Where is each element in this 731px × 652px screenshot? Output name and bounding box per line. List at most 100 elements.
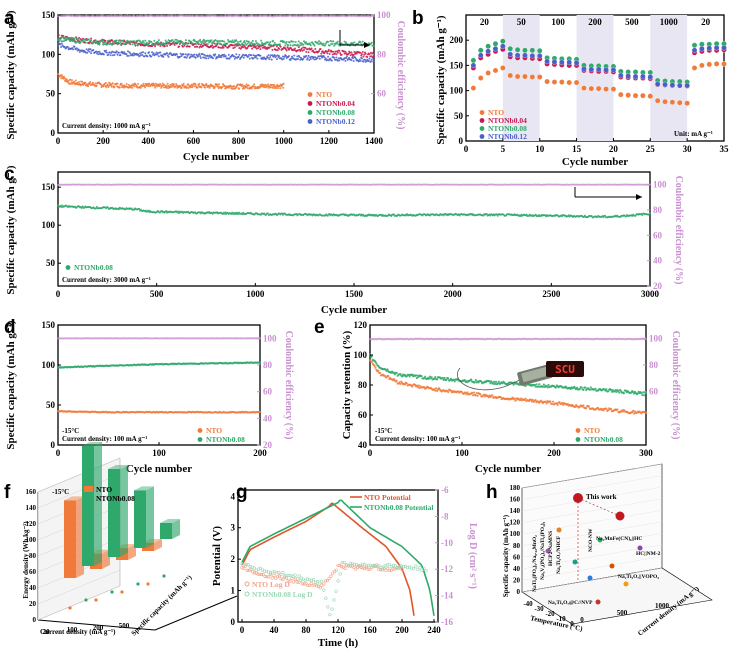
data-point-ntonb0-12 <box>218 54 221 57</box>
data-point-nto <box>170 85 173 88</box>
data-point-ntonb0-12 <box>194 56 197 59</box>
data-point-nto <box>213 85 216 88</box>
data-point-ntonb0-08 <box>343 40 346 43</box>
rate-point-nto <box>721 61 727 67</box>
data-point-ntonb0-12 <box>167 55 170 58</box>
data-point-ntonb0-08 <box>392 213 395 216</box>
data-point-ntonb0-08 <box>248 41 251 44</box>
rate-point-nto <box>581 85 587 91</box>
data-point-ntonb0-04 <box>275 49 278 52</box>
data-point-ntonb0-12 <box>185 56 188 59</box>
data-point-ntonb0-12 <box>275 58 278 61</box>
data-point-ntonb0-12 <box>268 58 271 61</box>
data-point-ntonb0-08 <box>143 43 146 46</box>
data-point-ntonb0-04 <box>297 46 300 49</box>
data-point-nto <box>193 85 196 88</box>
data-point-ntonb0-08 <box>81 39 84 42</box>
data-point-ntonb0-08 <box>68 37 71 40</box>
data-point-ntonb0-08 <box>136 42 138 45</box>
data-point-ntonb0-04 <box>371 52 374 55</box>
data-point-ntonb0-08 <box>233 41 236 44</box>
data-point-ntonb0-08 <box>236 40 239 43</box>
data-point-ntonb0-08 <box>163 42 166 45</box>
data-point-nto <box>216 83 219 86</box>
data-point-ntonb0-12 <box>105 49 108 52</box>
rate-point-ntonb0-08 <box>477 47 484 54</box>
data-point-ntonb0-04 <box>342 50 345 53</box>
y-tick-label: 150 <box>42 320 56 330</box>
data-point-ntonb0-12 <box>242 53 245 56</box>
data-point-ntonb0-04 <box>301 49 304 52</box>
data-point-ntonb0-12 <box>290 57 293 60</box>
data-point-ntonb0-08 <box>77 38 80 41</box>
y2-tick-label: 20 <box>263 440 273 450</box>
data-point-ntonb0-12 <box>139 54 142 57</box>
legend-marker <box>307 101 313 106</box>
data-point-ntonb0-04 <box>193 43 196 46</box>
data-point-ntonb0-08 <box>542 383 545 386</box>
data-point-ntonb0-12 <box>127 54 130 57</box>
data-point-nto <box>267 86 270 89</box>
rate-point-nto <box>529 74 536 80</box>
data-point-ntonb0-04 <box>290 47 293 50</box>
data-point-ntonb0-04 <box>255 47 258 50</box>
data-point-nto <box>475 391 478 395</box>
data-point-ntonb0-08 <box>114 41 117 44</box>
data-point-ntonb0-12 <box>143 55 146 58</box>
data-point-ntonb0-04 <box>348 51 351 54</box>
rate-point-ntonb0-12 <box>721 45 727 51</box>
data-point-ntonb0-04 <box>285 49 288 52</box>
data-point-nto <box>561 401 564 404</box>
data-point-nto <box>258 410 262 413</box>
data-point-ntonb0-12 <box>108 51 111 54</box>
data-point-nto <box>175 84 178 87</box>
x-tick-label: 5 <box>501 144 506 154</box>
rate-point-ntonb0-12 <box>713 45 720 51</box>
data-point-nto <box>187 83 190 86</box>
data-point-ntonb0-12 <box>253 56 256 59</box>
data-point-nto <box>154 82 157 85</box>
data-point-ntonb0-12 <box>196 55 199 58</box>
data-point-nto <box>111 82 114 85</box>
rate-point-ntonb0-08 <box>470 57 477 64</box>
data-point-ntonb0-12 <box>256 57 259 60</box>
data-point-nto <box>74 79 77 82</box>
data-point-ntonb0-08 <box>57 204 59 207</box>
rate-point-ntonb0-12 <box>595 66 602 73</box>
data-point-ntonb0-12 <box>186 54 189 57</box>
legend-marker <box>197 428 203 433</box>
data-point-ntonb0-04 <box>211 44 214 47</box>
data-point-nto <box>519 397 522 400</box>
panel-b-ylabel: Specific capacity (mAh g⁻¹) <box>435 15 447 145</box>
data-point-ntonb0-08 <box>69 38 72 41</box>
data-point-ntonb0-04 <box>210 45 213 48</box>
data-point-nto <box>379 371 382 375</box>
data-point-ntonb0-08 <box>118 39 121 42</box>
data-point-ntonb0-08 <box>546 386 549 389</box>
data-point-ntonb0-04 <box>163 45 166 48</box>
data-point-nto <box>632 409 635 413</box>
data-point-ntonb0-08 <box>316 41 319 44</box>
rate-label: 20 <box>480 17 490 27</box>
rate-point-ntonb0-12 <box>544 58 550 65</box>
data-point-ntonb0-04 <box>363 53 366 56</box>
data-point-ntonb0-12 <box>182 53 185 56</box>
rate-point-ntonb0-08 <box>522 47 528 54</box>
data-point-ntonb0-04 <box>212 45 215 48</box>
data-point-ntonb0-08 <box>259 213 262 216</box>
data-point-ntonb0-08 <box>181 40 184 43</box>
data-point-ntonb0-12 <box>190 53 193 56</box>
rate-point-ntonb0-12 <box>618 72 624 79</box>
data-point-nto <box>491 394 494 397</box>
data-point-ntonb0-08 <box>187 42 190 45</box>
data-point-ntonb0-12 <box>354 57 357 60</box>
data-point-ntonb0-04 <box>222 46 225 49</box>
data-point-nto <box>240 85 243 88</box>
data-point-ntonb0-12 <box>98 50 101 53</box>
data-point-nto <box>133 85 136 88</box>
panel-c-arrow <box>574 187 642 200</box>
data-point-ntonb0-08 <box>111 43 114 46</box>
data-point-ntonb0-08 <box>166 42 169 45</box>
data-point-ntonb0-08 <box>485 213 488 216</box>
panel-d-y2label: Coulombic efficiency (%) <box>283 331 294 440</box>
